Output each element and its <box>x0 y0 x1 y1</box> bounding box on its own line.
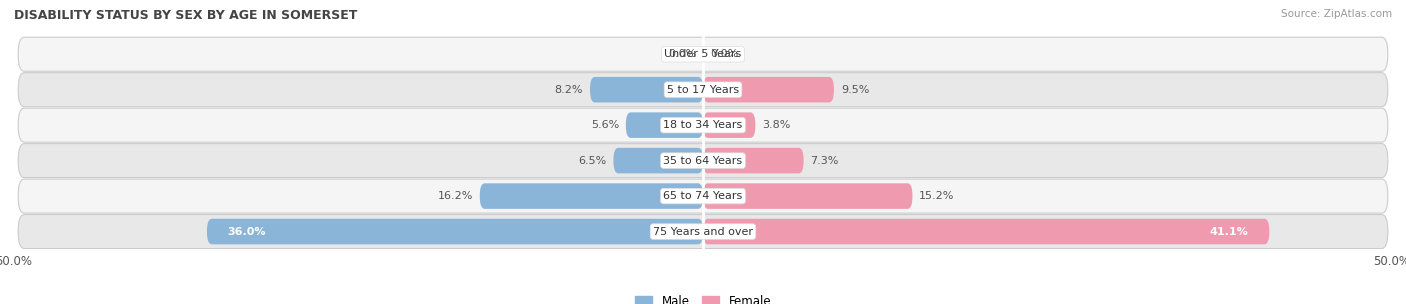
Text: 18 to 34 Years: 18 to 34 Years <box>664 120 742 130</box>
FancyBboxPatch shape <box>703 148 804 173</box>
FancyBboxPatch shape <box>18 73 1388 107</box>
Text: 35 to 64 Years: 35 to 64 Years <box>664 156 742 166</box>
FancyBboxPatch shape <box>626 112 703 138</box>
FancyBboxPatch shape <box>18 37 1388 71</box>
FancyBboxPatch shape <box>591 77 703 102</box>
Text: 0.0%: 0.0% <box>710 49 738 59</box>
Legend: Male, Female: Male, Female <box>631 292 775 304</box>
FancyBboxPatch shape <box>703 77 834 102</box>
FancyBboxPatch shape <box>18 143 1388 178</box>
Text: 8.2%: 8.2% <box>554 85 583 95</box>
FancyBboxPatch shape <box>703 183 912 209</box>
FancyBboxPatch shape <box>18 179 1388 213</box>
Text: 41.1%: 41.1% <box>1211 226 1249 237</box>
Text: 16.2%: 16.2% <box>437 191 472 201</box>
Text: 5 to 17 Years: 5 to 17 Years <box>666 85 740 95</box>
Text: 15.2%: 15.2% <box>920 191 955 201</box>
FancyBboxPatch shape <box>18 215 1388 249</box>
Text: Under 5 Years: Under 5 Years <box>665 49 741 59</box>
FancyBboxPatch shape <box>207 219 703 244</box>
Text: DISABILITY STATUS BY SEX BY AGE IN SOMERSET: DISABILITY STATUS BY SEX BY AGE IN SOMER… <box>14 9 357 22</box>
Text: 5.6%: 5.6% <box>591 120 619 130</box>
Text: 9.5%: 9.5% <box>841 85 869 95</box>
Text: 75 Years and over: 75 Years and over <box>652 226 754 237</box>
FancyBboxPatch shape <box>18 108 1388 142</box>
Text: Source: ZipAtlas.com: Source: ZipAtlas.com <box>1281 9 1392 19</box>
Text: 7.3%: 7.3% <box>810 156 839 166</box>
FancyBboxPatch shape <box>479 183 703 209</box>
FancyBboxPatch shape <box>613 148 703 173</box>
Text: 0.0%: 0.0% <box>668 49 696 59</box>
Text: 36.0%: 36.0% <box>228 226 266 237</box>
FancyBboxPatch shape <box>703 219 1270 244</box>
FancyBboxPatch shape <box>703 112 755 138</box>
Text: 3.8%: 3.8% <box>762 120 790 130</box>
Text: 65 to 74 Years: 65 to 74 Years <box>664 191 742 201</box>
Text: 6.5%: 6.5% <box>578 156 606 166</box>
